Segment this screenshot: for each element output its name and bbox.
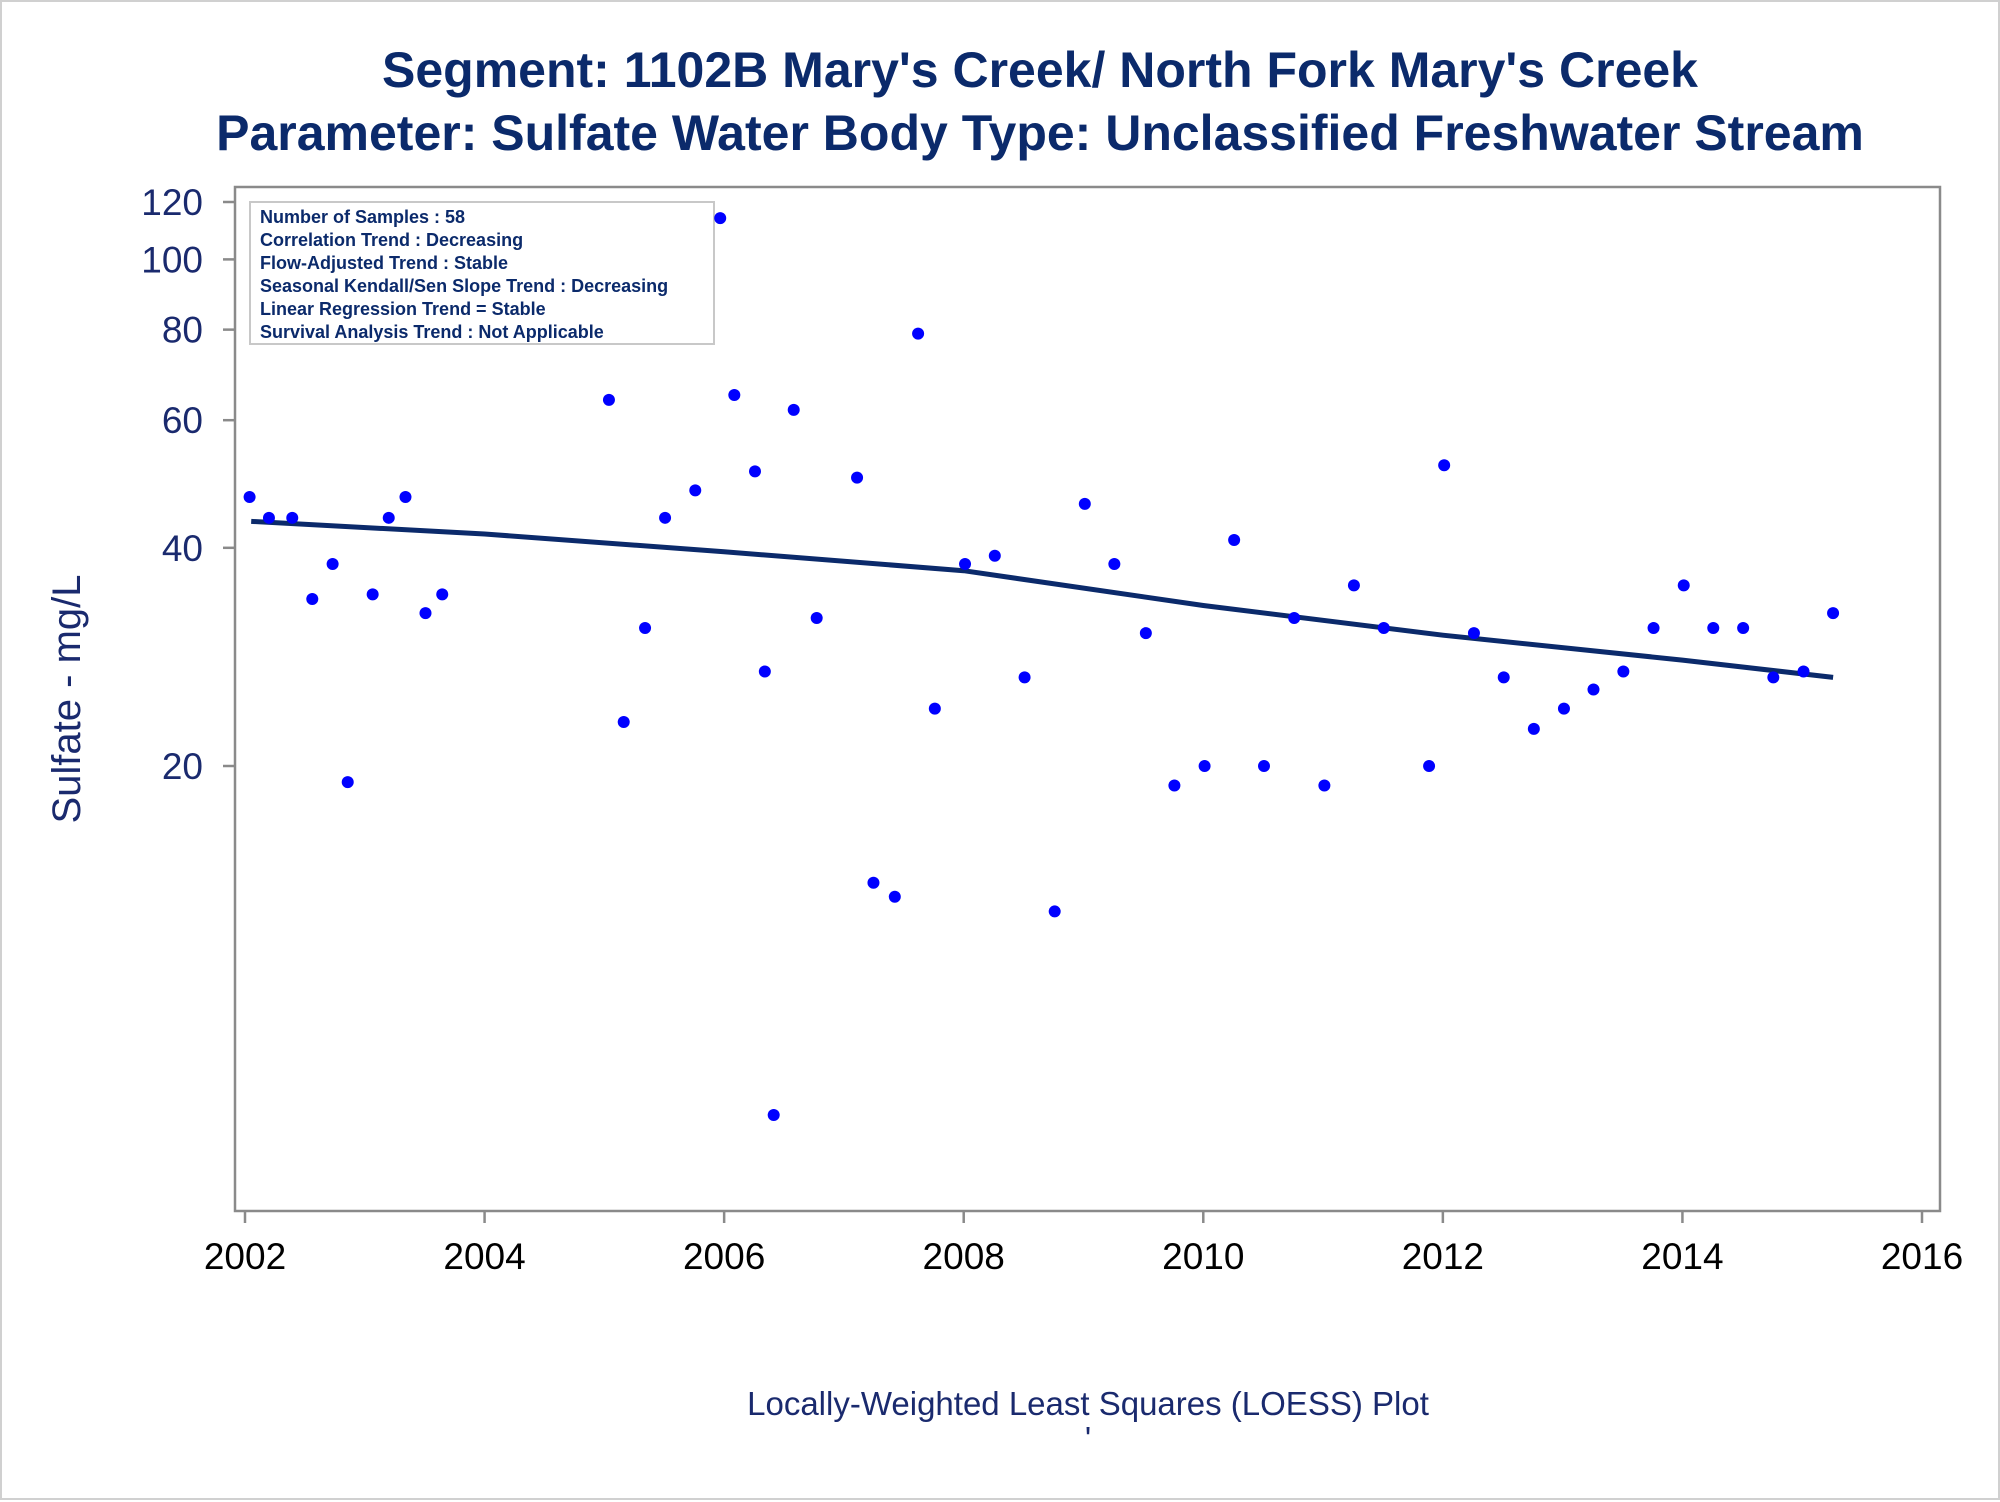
data-point	[341, 776, 354, 789]
data-point	[602, 393, 615, 406]
data-point	[366, 588, 379, 601]
chart-footnote: Locally-Weighted Least Squares (LOESS) P…	[747, 1385, 1429, 1422]
stats-line: Correlation Trend : Decreasing	[260, 230, 523, 250]
data-point	[867, 876, 880, 889]
stats-line: Number of Samples : 58	[260, 207, 465, 227]
x-axis: 2002 2004 2006 2008 2010 2012 2014 2016	[204, 1211, 1963, 1277]
stats-line: Linear Regression Trend = Stable	[260, 299, 546, 319]
data-point	[617, 716, 630, 729]
data-point	[728, 388, 741, 401]
stats-line: Flow-Adjusted Trend : Stable	[260, 253, 508, 273]
y-tick-label: 100	[141, 239, 203, 280]
data-point	[912, 327, 925, 340]
stats-line: Survival Analysis Trend : Not Applicable	[260, 322, 604, 342]
points-layer	[243, 212, 1840, 1121]
data-point	[1018, 671, 1031, 684]
data-point	[1647, 622, 1660, 635]
data-point	[1288, 612, 1301, 625]
stats-line: Seasonal Kendall/Sen Slope Trend : Decre…	[260, 276, 668, 296]
data-point	[1139, 627, 1152, 640]
data-point	[436, 588, 449, 601]
data-point	[1737, 622, 1750, 635]
data-point	[851, 471, 864, 484]
data-point	[659, 511, 672, 524]
data-point	[382, 511, 395, 524]
data-point	[810, 612, 823, 625]
x-tick-label: 2014	[1641, 1236, 1723, 1277]
data-point	[1557, 702, 1570, 715]
data-point	[988, 549, 1001, 562]
y-tick-label: 20	[162, 746, 203, 787]
data-point	[1497, 671, 1510, 684]
data-point	[1827, 607, 1840, 620]
stats-box: Number of Samples : 58 Correlation Trend …	[249, 201, 715, 345]
data-point	[1228, 534, 1241, 547]
data-point	[1048, 905, 1061, 918]
data-point	[306, 592, 319, 605]
data-point	[689, 484, 702, 497]
data-point	[1797, 665, 1810, 678]
data-point	[959, 557, 972, 570]
footnote-mark: '	[1085, 1420, 1091, 1457]
x-tick-label: 2010	[1162, 1236, 1244, 1277]
data-point	[243, 491, 256, 504]
loess-line	[251, 518, 1834, 680]
data-point	[399, 491, 412, 504]
chart-subtitle: Parameter: Sulfate Water Body Type: Uncl…	[216, 105, 1864, 161]
loess-layer	[251, 518, 1834, 680]
data-point	[639, 622, 652, 635]
data-point	[1467, 627, 1480, 640]
x-tick-label: 2012	[1402, 1236, 1484, 1277]
x-tick-label: 2008	[923, 1236, 1005, 1277]
data-point	[1257, 760, 1270, 772]
data-point	[787, 403, 800, 416]
data-point	[1108, 557, 1121, 570]
plot-area	[233, 185, 1942, 1213]
y-tick-label: 120	[141, 182, 203, 223]
data-point	[1527, 722, 1540, 735]
y-tick-label: 60	[162, 400, 203, 441]
y-axis-label: Sulfate - mg/L	[45, 574, 89, 823]
data-point	[1438, 459, 1451, 472]
data-point	[1168, 779, 1181, 792]
stats-box-border	[249, 201, 715, 345]
data-point	[758, 665, 771, 678]
data-point	[1318, 779, 1331, 792]
data-point	[326, 557, 339, 570]
data-point	[888, 890, 901, 903]
data-point	[419, 607, 432, 620]
y-tick-label: 40	[162, 528, 203, 569]
data-point	[928, 702, 941, 715]
x-tick-label: 2016	[1881, 1236, 1963, 1277]
chart-title: Segment: 1102B Mary's Creek/ North Fork …	[382, 42, 1698, 98]
data-point	[1677, 579, 1690, 592]
x-tick-label: 2002	[204, 1236, 286, 1277]
data-point	[1707, 622, 1720, 635]
data-point	[1377, 622, 1390, 635]
x-tick-label: 2006	[683, 1236, 765, 1277]
data-point	[1587, 683, 1600, 696]
data-point	[286, 511, 299, 524]
data-point	[1617, 665, 1630, 678]
data-point	[748, 465, 761, 478]
y-axis: 20 40 60 80 100 120	[141, 182, 235, 787]
data-point	[1423, 760, 1436, 772]
data-point	[767, 1108, 780, 1121]
data-point	[1767, 671, 1780, 684]
data-point	[262, 511, 275, 524]
data-point	[1078, 497, 1091, 510]
data-point	[1347, 579, 1360, 592]
y-tick-label: 80	[162, 310, 203, 351]
data-point	[714, 212, 727, 225]
x-tick-label: 2004	[443, 1236, 525, 1277]
data-point	[1198, 760, 1211, 772]
